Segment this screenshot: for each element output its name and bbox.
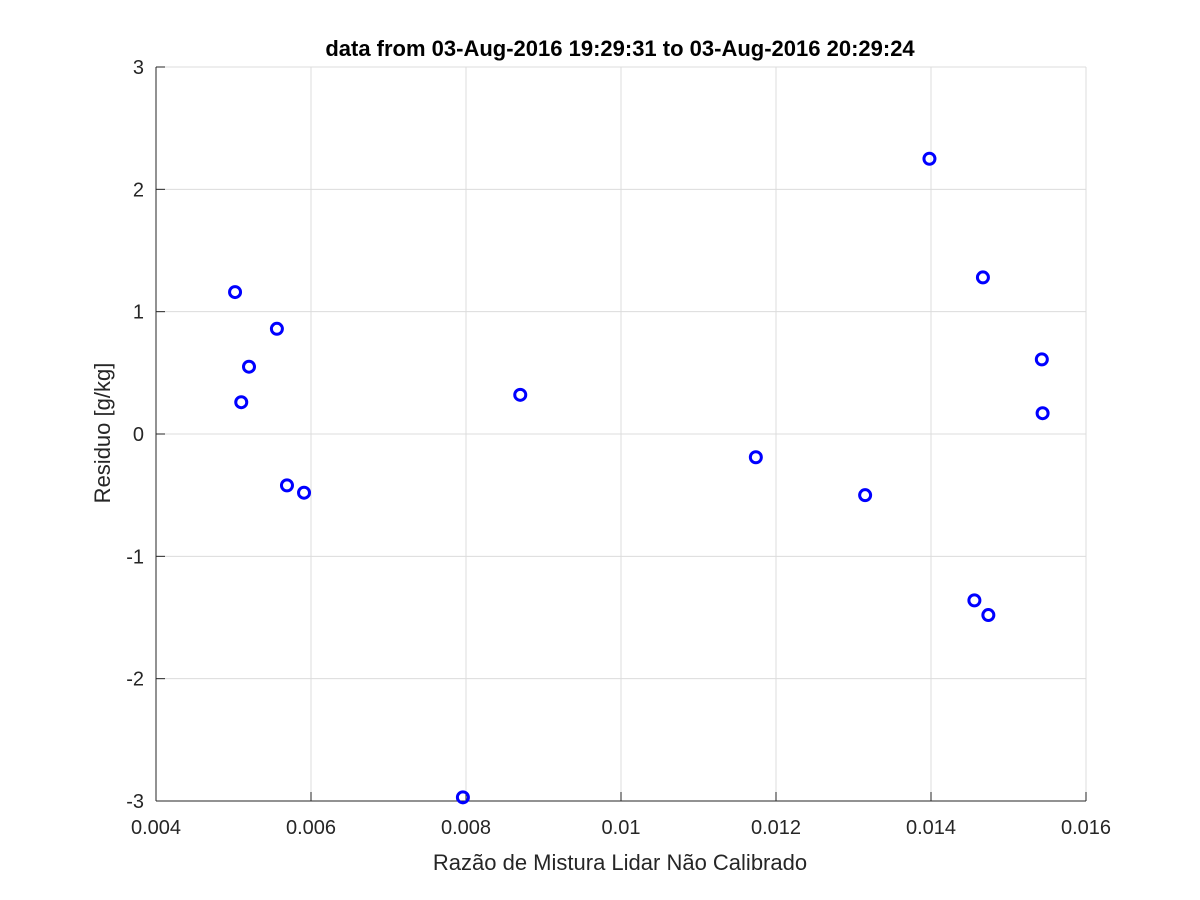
data-point [967,593,982,608]
data-point [748,450,763,465]
y-tick-label: 3 [133,57,144,79]
axes: 0.004 0.006 0.008 0.01 0.012 0.014 0.016 -3 -2 -1… [126,57,1111,839]
data-point [1035,406,1050,421]
data-point [297,485,312,500]
data-point [234,395,249,410]
data-point [242,359,256,374]
x-tick-label: 0.01 [602,817,641,839]
y-axis-label: Residuo [g/kg] [90,363,115,504]
data-point [858,488,873,503]
y-tick-label: -3 [126,791,144,813]
grid [155,66,1087,802]
y-tick-label: -2 [126,669,144,691]
y-tick-label: 0 [133,424,144,446]
data-point [269,321,284,336]
y-tick-label: -1 [126,546,144,568]
y-tick-label: 2 [133,179,144,201]
data-point [279,478,294,493]
data-point [922,151,937,166]
data-point [455,790,470,805]
y-tick-label: 1 [133,302,144,324]
x-tick-label: 0.012 [751,817,801,839]
chart-title: data from 03-Aug-2016 19:29:31 to 03-Aug… [325,36,915,61]
data-points [228,151,1050,805]
x-tick-label: 0.004 [131,817,181,839]
data-point [981,608,996,623]
x-tick-label: 0.014 [906,817,956,839]
x-axis-label: Razão de Mistura Lidar Não Calibrado [433,850,807,875]
data-point [513,387,528,402]
data-point [228,285,243,300]
x-tick-label: 0.008 [441,817,491,839]
x-tick-label: 0.016 [1061,817,1111,839]
data-point [1034,352,1049,367]
x-tick-label: 0.006 [286,817,336,839]
data-point [975,270,990,285]
